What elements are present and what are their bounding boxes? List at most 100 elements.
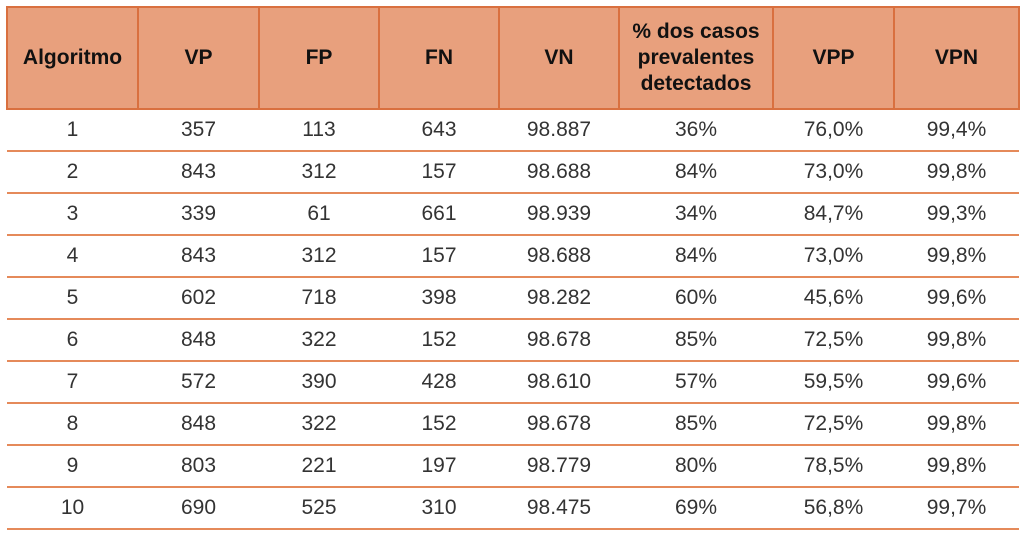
cell-prevalent-detected: 84% (619, 235, 773, 278)
cell-algoritmo: 7 (7, 361, 138, 404)
cell-fp: 322 (259, 319, 379, 362)
table-row: 10 690 525 310 98.475 69% 56,8% 99,7% (7, 487, 1019, 530)
cell-fp: 312 (259, 151, 379, 194)
cell-vn: 98.282 (499, 277, 619, 320)
cell-vpp: 73,0% (773, 151, 894, 194)
header-vpp: VPP (772, 6, 895, 110)
header-fn: FN (378, 6, 500, 110)
cell-algoritmo: 10 (7, 487, 138, 530)
table-row: 6 848 322 152 98.678 85% 72,5% 99,8% (7, 319, 1019, 362)
cell-algoritmo: 8 (7, 403, 138, 446)
cell-vpn: 99,6% (894, 277, 1019, 320)
cell-vn: 98.610 (499, 361, 619, 404)
cell-vp: 803 (138, 445, 259, 488)
cell-fp: 312 (259, 235, 379, 278)
table-row: 8 848 322 152 98.678 85% 72,5% 99,8% (7, 403, 1019, 446)
cell-vpn: 99,8% (894, 235, 1019, 278)
cell-vn: 98.779 (499, 445, 619, 488)
cell-fn: 157 (379, 151, 499, 194)
header-vp: VP (137, 6, 260, 110)
cell-fn: 661 (379, 193, 499, 236)
cell-vpn: 99,8% (894, 151, 1019, 194)
cell-fp: 322 (259, 403, 379, 446)
cell-vpn: 99,3% (894, 193, 1019, 236)
cell-vpn: 99,8% (894, 403, 1019, 446)
cell-fp: 718 (259, 277, 379, 320)
cell-algoritmo: 1 (7, 109, 138, 152)
cell-fp: 390 (259, 361, 379, 404)
cell-vn: 98.475 (499, 487, 619, 530)
cell-fn: 428 (379, 361, 499, 404)
cell-fp: 61 (259, 193, 379, 236)
cell-vp: 572 (138, 361, 259, 404)
cell-algoritmo: 3 (7, 193, 138, 236)
table-row: 2 843 312 157 98.688 84% 73,0% 99,8% (7, 151, 1019, 194)
cell-vpp: 59,5% (773, 361, 894, 404)
cell-vpp: 45,6% (773, 277, 894, 320)
cell-algoritmo: 2 (7, 151, 138, 194)
cell-vn: 98.688 (499, 235, 619, 278)
cell-vpn: 99,6% (894, 361, 1019, 404)
results-table-container: Algoritmo VP FP FN VN % dos casos preval… (6, 6, 1020, 530)
cell-fn: 310 (379, 487, 499, 530)
cell-vp: 339 (138, 193, 259, 236)
cell-vpp: 72,5% (773, 319, 894, 362)
cell-fn: 398 (379, 277, 499, 320)
cell-vn: 98.678 (499, 319, 619, 362)
cell-vn: 98.688 (499, 151, 619, 194)
cell-vpp: 72,5% (773, 403, 894, 446)
cell-prevalent-detected: 85% (619, 319, 773, 362)
cell-vn: 98.887 (499, 109, 619, 152)
cell-vp: 690 (138, 487, 259, 530)
cell-vpp: 78,5% (773, 445, 894, 488)
table-row: 5 602 718 398 98.282 60% 45,6% 99,6% (7, 277, 1019, 320)
cell-algoritmo: 4 (7, 235, 138, 278)
algorithm-results-table: Algoritmo VP FP FN VN % dos casos preval… (6, 6, 1020, 530)
cell-fn: 152 (379, 319, 499, 362)
cell-fp: 113 (259, 109, 379, 152)
table-row: 3 339 61 661 98.939 34% 84,7% 99,3% (7, 193, 1019, 236)
cell-fn: 197 (379, 445, 499, 488)
cell-vp: 848 (138, 403, 259, 446)
cell-prevalent-detected: 34% (619, 193, 773, 236)
cell-vp: 843 (138, 151, 259, 194)
cell-vn: 98.939 (499, 193, 619, 236)
cell-prevalent-detected: 80% (619, 445, 773, 488)
cell-vpn: 99,8% (894, 319, 1019, 362)
cell-vn: 98.678 (499, 403, 619, 446)
cell-vp: 602 (138, 277, 259, 320)
cell-algoritmo: 6 (7, 319, 138, 362)
cell-prevalent-detected: 69% (619, 487, 773, 530)
header-prevalent-detected: % dos casos prevalentes detectados (618, 6, 774, 110)
cell-vpp: 73,0% (773, 235, 894, 278)
cell-fp: 525 (259, 487, 379, 530)
cell-prevalent-detected: 84% (619, 151, 773, 194)
cell-vp: 843 (138, 235, 259, 278)
table-body: 1 357 113 643 98.887 36% 76,0% 99,4% 2 8… (7, 109, 1019, 530)
cell-fn: 157 (379, 235, 499, 278)
table-row: 1 357 113 643 98.887 36% 76,0% 99,4% (7, 109, 1019, 152)
table-row: 7 572 390 428 98.610 57% 59,5% 99,6% (7, 361, 1019, 404)
cell-algoritmo: 9 (7, 445, 138, 488)
cell-prevalent-detected: 60% (619, 277, 773, 320)
cell-vpp: 84,7% (773, 193, 894, 236)
cell-vpn: 99,8% (894, 445, 1019, 488)
cell-vp: 357 (138, 109, 259, 152)
cell-fn: 643 (379, 109, 499, 152)
cell-vpp: 56,8% (773, 487, 894, 530)
cell-fp: 221 (259, 445, 379, 488)
cell-fn: 152 (379, 403, 499, 446)
header-row: Algoritmo VP FP FN VN % dos casos preval… (6, 6, 1020, 110)
header-vn: VN (498, 6, 620, 110)
cell-algoritmo: 5 (7, 277, 138, 320)
cell-prevalent-detected: 57% (619, 361, 773, 404)
table-row: 9 803 221 197 98.779 80% 78,5% 99,8% (7, 445, 1019, 488)
cell-vpn: 99,4% (894, 109, 1019, 152)
cell-vpp: 76,0% (773, 109, 894, 152)
header-fp: FP (258, 6, 380, 110)
cell-vp: 848 (138, 319, 259, 362)
table-row: 4 843 312 157 98.688 84% 73,0% 99,8% (7, 235, 1019, 278)
cell-vpn: 99,7% (894, 487, 1019, 530)
table-header: Algoritmo VP FP FN VN % dos casos preval… (6, 6, 1020, 110)
cell-prevalent-detected: 36% (619, 109, 773, 152)
